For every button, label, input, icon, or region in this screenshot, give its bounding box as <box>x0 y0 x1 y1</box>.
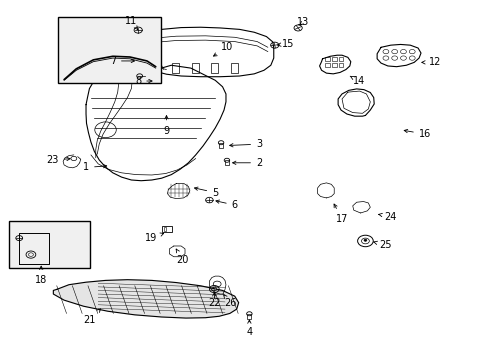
Text: 16: 16 <box>404 129 430 139</box>
Text: 4: 4 <box>246 320 252 337</box>
Bar <box>247 314 251 319</box>
Text: 21: 21 <box>83 309 101 325</box>
Text: 5: 5 <box>194 187 218 198</box>
Bar <box>163 227 166 230</box>
Text: 11: 11 <box>125 17 138 30</box>
Bar <box>9 221 90 268</box>
Text: 26: 26 <box>223 295 237 309</box>
Bar <box>58 17 160 83</box>
Bar <box>338 57 343 60</box>
Text: 22: 22 <box>207 293 220 309</box>
Text: 20: 20 <box>176 249 188 265</box>
Bar <box>224 160 228 165</box>
Text: 19: 19 <box>144 233 163 243</box>
Text: 12: 12 <box>421 57 440 67</box>
Text: 14: 14 <box>349 76 365 86</box>
Text: 10: 10 <box>213 42 233 56</box>
Text: 17: 17 <box>333 204 347 224</box>
Text: 6: 6 <box>216 200 237 210</box>
Bar <box>331 57 336 60</box>
Bar <box>172 63 179 73</box>
Text: 9: 9 <box>163 116 169 135</box>
Text: 8: 8 <box>135 76 152 86</box>
Polygon shape <box>53 280 238 318</box>
Text: 1: 1 <box>83 162 106 172</box>
Text: 25: 25 <box>373 240 391 250</box>
Text: 13: 13 <box>296 17 308 27</box>
Bar <box>331 63 336 67</box>
Text: 24: 24 <box>378 212 396 221</box>
Bar <box>211 63 218 73</box>
Bar <box>191 63 198 73</box>
Bar <box>230 63 237 73</box>
Bar <box>161 226 172 232</box>
Bar <box>219 143 223 148</box>
Bar <box>325 57 329 60</box>
Text: 7: 7 <box>109 56 134 66</box>
Text: 18: 18 <box>35 266 47 285</box>
Text: 15: 15 <box>277 39 294 49</box>
Text: 2: 2 <box>232 158 262 168</box>
Circle shape <box>363 239 366 241</box>
Bar <box>338 63 343 67</box>
Bar <box>325 63 329 67</box>
Text: 23: 23 <box>46 155 70 165</box>
Text: 3: 3 <box>229 139 262 149</box>
